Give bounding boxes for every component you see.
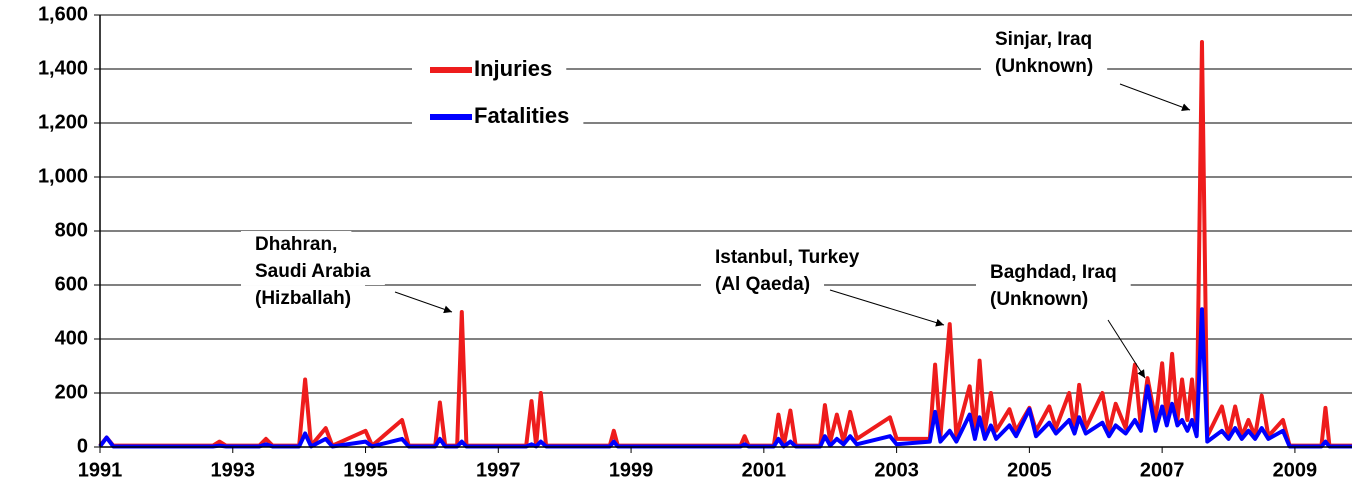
label-background (701, 244, 874, 272)
annotation: Dhahran, (255, 234, 337, 255)
annotation: (Unknown) (990, 289, 1088, 310)
series-line (98, 40, 1352, 448)
x-tick-label: 2003 (874, 459, 919, 481)
annotation-arrow (829, 289, 945, 327)
x-tick-label: 2001 (742, 459, 787, 481)
y-tick-label: 800 (55, 219, 88, 241)
label-background (241, 258, 385, 286)
legend-label: Fatalities (474, 103, 569, 128)
y-tick-label: 0 (77, 435, 88, 457)
y-tick-label: 1,000 (38, 165, 88, 187)
y-tick-label: 600 (55, 273, 88, 295)
label-background (976, 259, 1131, 287)
label-background (241, 231, 352, 259)
x-tick-label: 1997 (476, 459, 521, 481)
label-background (981, 26, 1107, 54)
label-background (241, 285, 366, 313)
annotation: (Al Qaeda) (715, 274, 810, 295)
annotation: (Hizballah) (255, 288, 351, 309)
annotation: (Unknown) (995, 56, 1093, 77)
x-tick-label: 2009 (1273, 459, 1318, 481)
x-tick-label: 1999 (609, 459, 654, 481)
y-tick-label: 1,600 (38, 3, 88, 25)
x-tick-label: 2007 (1140, 459, 1185, 481)
x-tick-label: 1993 (211, 459, 256, 481)
legend-label: Injuries (474, 56, 552, 81)
annotation: Istanbul, Turkey (715, 247, 860, 268)
x-tick-label: 1991 (78, 459, 123, 481)
annotation: Sinjar, Iraq (995, 29, 1092, 50)
y-tick-label: 400 (55, 327, 88, 349)
annotation: Baghdad, Iraq (990, 262, 1117, 283)
x-tick-label: 2005 (1007, 459, 1052, 481)
y-tick-label: 1,400 (38, 57, 88, 79)
annotation-arrow (1107, 319, 1146, 379)
x-tick-label: 1995 (343, 459, 388, 481)
label-background (976, 286, 1103, 314)
annotation: Saudi Arabia (255, 261, 371, 282)
y-tick-label: 200 (55, 381, 88, 403)
annotation-arrow (394, 291, 453, 314)
label-background (981, 53, 1108, 81)
label-background (701, 271, 825, 299)
annotation-arrow (1119, 83, 1191, 111)
series-line (98, 307, 1352, 449)
y-tick-label: 1,200 (38, 111, 88, 133)
